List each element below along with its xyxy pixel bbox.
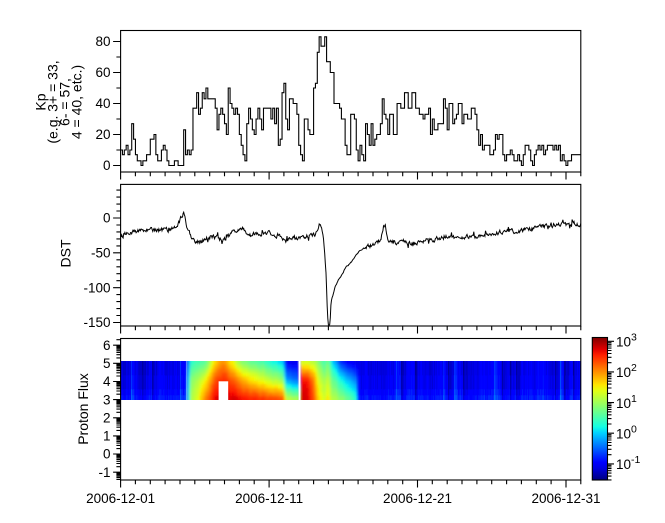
svg-text:2: 2 bbox=[103, 411, 111, 426]
svg-text:2006-12-31: 2006-12-31 bbox=[531, 491, 600, 506]
svg-text:(e.g. 3+ = 33,: (e.g. 3+ = 33, bbox=[45, 60, 61, 143]
svg-text:80: 80 bbox=[95, 34, 110, 49]
svg-text:3: 3 bbox=[103, 392, 111, 407]
svg-text:6- = 57,: 6- = 57, bbox=[57, 78, 73, 126]
svg-text:60: 60 bbox=[95, 65, 110, 80]
svg-text:0: 0 bbox=[103, 158, 111, 173]
svg-text:4 = 40, etc.): 4 = 40, etc.) bbox=[69, 65, 85, 139]
svg-text:40: 40 bbox=[95, 96, 110, 111]
svg-text:2006-12-21: 2006-12-21 bbox=[383, 491, 452, 506]
svg-text:-100: -100 bbox=[83, 280, 110, 295]
svg-text:103: 103 bbox=[616, 332, 637, 350]
svg-text:1: 1 bbox=[103, 429, 111, 444]
svg-text:0: 0 bbox=[103, 447, 111, 462]
svg-text:20: 20 bbox=[95, 127, 110, 142]
svg-text:6: 6 bbox=[103, 338, 111, 353]
svg-text:0: 0 bbox=[103, 211, 111, 226]
svg-text:100: 100 bbox=[616, 424, 637, 442]
svg-text:-1: -1 bbox=[98, 465, 110, 480]
svg-text:DST: DST bbox=[58, 239, 74, 267]
svg-text:5: 5 bbox=[103, 356, 111, 371]
svg-text:2006-12-01: 2006-12-01 bbox=[86, 491, 155, 506]
svg-text:2006-12-11: 2006-12-11 bbox=[235, 491, 303, 506]
svg-text:Proton Flux: Proton Flux bbox=[75, 373, 91, 445]
svg-text:4: 4 bbox=[103, 374, 111, 389]
svg-text:Kp: Kp bbox=[33, 93, 49, 110]
svg-text:-150: -150 bbox=[83, 315, 110, 330]
svg-text:102: 102 bbox=[616, 362, 637, 380]
svg-text:101: 101 bbox=[616, 393, 637, 411]
svg-text:10-1: 10-1 bbox=[616, 454, 641, 472]
svg-text:-50: -50 bbox=[91, 246, 111, 261]
